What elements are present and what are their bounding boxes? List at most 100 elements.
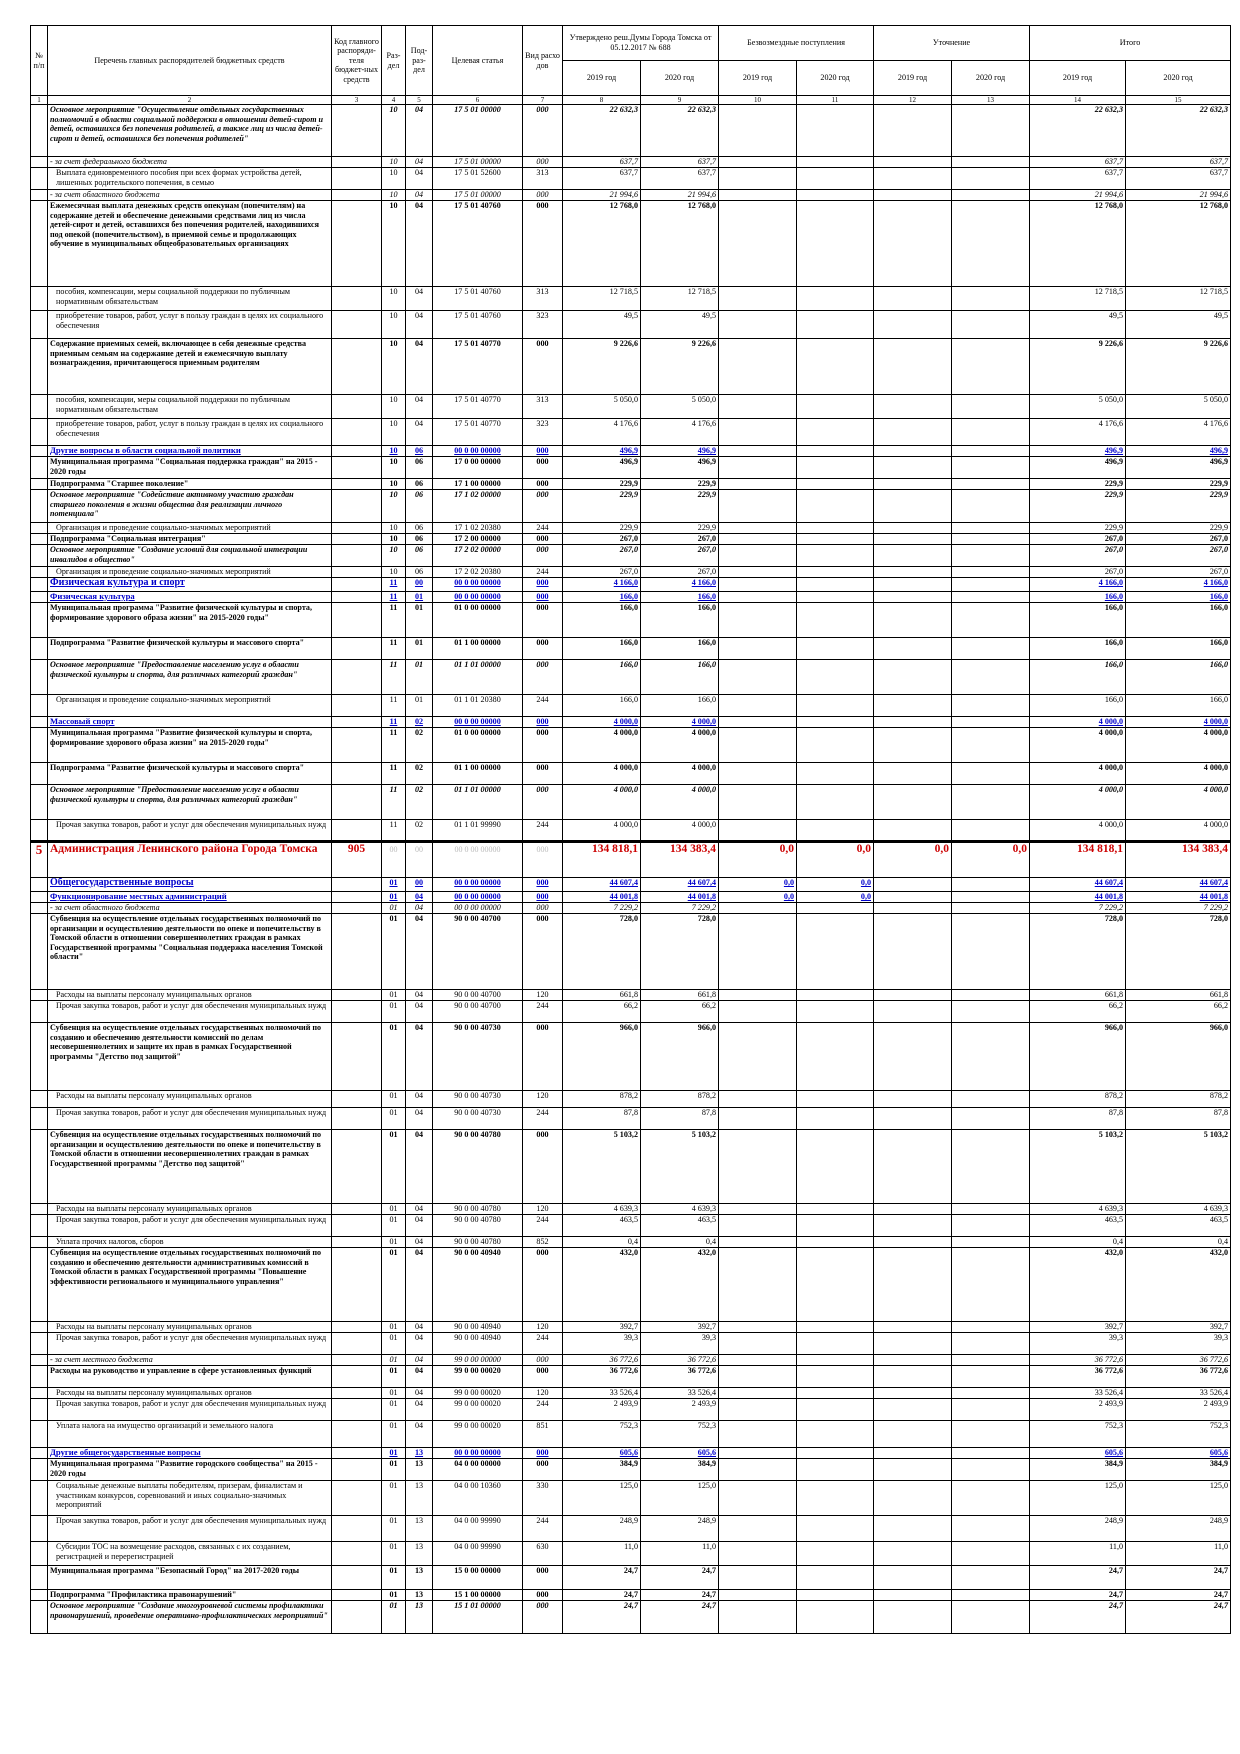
approved-2020: 24,7 [639, 1600, 720, 1634]
table-row: Содержание приемных семей, включающее в … [30, 338, 1232, 395]
table-row: Прочая закупка товаров, работ и услуг дл… [30, 1398, 1232, 1421]
approved-2019: 9 226,6 [562, 338, 641, 395]
row-target-article: 90 0 00 40780 [432, 1214, 523, 1237]
row-number [30, 1565, 48, 1590]
row-number [30, 1387, 48, 1399]
row-expense-type: 323 [522, 310, 563, 339]
row-admin-code [331, 602, 382, 638]
approved-2020: 7 229,2 [639, 902, 720, 914]
table-row: Основное мероприятие "Предоставление нас… [30, 659, 1232, 695]
approved-2019: 44 607,4 [562, 877, 641, 892]
row-admin-code [331, 1515, 382, 1542]
row-target-article: 90 0 00 40780 [432, 1203, 523, 1215]
approved-2020: 166,0 [639, 591, 720, 603]
row-razdel: 11 [381, 762, 406, 785]
clarification-2019 [873, 1541, 953, 1566]
clarification-2019 [873, 762, 953, 785]
clarification-2020 [951, 1515, 1031, 1542]
free-receipts-2020 [796, 1129, 875, 1204]
row-target-article: 00 0 00 00000 [432, 716, 523, 728]
total-2020: 463,5 [1125, 1214, 1232, 1237]
row-podrazdel: 13 [405, 1541, 433, 1566]
clarification-2019 [873, 1247, 953, 1322]
free-receipts-2019 [718, 1458, 798, 1481]
clarification-2019 [873, 394, 953, 419]
row-expense-type: 000 [522, 1447, 563, 1459]
row-name: - за счет областного бюджета [47, 189, 332, 201]
row-name: Другие общегосударственные вопросы [47, 1447, 332, 1459]
row-expense-type: 000 [522, 338, 563, 395]
row-number [30, 637, 48, 660]
column-number: 4 [381, 95, 406, 105]
total-2019: 49,5 [1029, 310, 1127, 339]
free-receipts-2020 [796, 784, 875, 820]
row-podrazdel: 04 [405, 1387, 433, 1399]
clarification-2019 [873, 1458, 953, 1481]
total-2019: 11,0 [1029, 1541, 1127, 1566]
total-2020: 11,0 [1125, 1541, 1232, 1566]
row-admin-code [331, 104, 382, 157]
free-receipts-2019 [718, 156, 798, 168]
header-num: № п/п [30, 25, 48, 96]
free-receipts-2019 [718, 1589, 798, 1601]
row-razdel: 01 [381, 1480, 406, 1516]
total-2020: 44 607,4 [1125, 877, 1232, 892]
total-2019: 4 166,0 [1029, 577, 1127, 592]
row-podrazdel: 00 [405, 877, 433, 892]
total-2020: 432,0 [1125, 1247, 1232, 1322]
row-podrazdel: 13 [405, 1515, 433, 1542]
row-podrazdel: 13 [405, 1600, 433, 1634]
row-target-article: 00 0 00 00000 [432, 577, 523, 592]
total-2020: 49,5 [1125, 310, 1232, 339]
row-razdel: 00 [381, 840, 406, 878]
row-podrazdel: 06 [405, 544, 433, 567]
free-receipts-2019 [718, 1354, 798, 1366]
total-2019: 229,9 [1029, 489, 1127, 523]
approved-2019: 166,0 [562, 694, 641, 717]
total-2019: 392,7 [1029, 1321, 1127, 1333]
clarification-2020 [951, 1022, 1031, 1091]
header-year: 2019 год [873, 60, 953, 96]
row-admin-code [331, 394, 382, 419]
row-podrazdel: 04 [405, 1398, 433, 1421]
clarification-2019 [873, 104, 953, 157]
clarification-2020 [951, 1365, 1031, 1388]
table-row: Расходы на выплаты персоналу муниципальн… [30, 989, 1232, 1001]
total-2020: 267,0 [1125, 533, 1232, 545]
table-row: Организация и проведение социально-значи… [30, 566, 1232, 578]
approved-2019: 4 639,3 [562, 1203, 641, 1215]
row-name: Расходы на руководство и управление в сф… [47, 1365, 332, 1388]
row-number [30, 156, 48, 168]
row-admin-code [331, 1541, 382, 1566]
header-year: 2020 год [796, 60, 875, 96]
free-receipts-2019 [718, 478, 798, 490]
free-receipts-2020 [796, 1107, 875, 1130]
table-row: приобретение товаров, работ, услуг в пол… [30, 310, 1232, 339]
total-2019: 166,0 [1029, 694, 1127, 717]
row-podrazdel: 01 [405, 637, 433, 660]
approved-2020: 432,0 [639, 1247, 720, 1322]
row-number [30, 418, 48, 446]
clarification-2019 [873, 1321, 953, 1333]
total-2019: 24,7 [1029, 1565, 1127, 1590]
free-receipts-2019 [718, 1541, 798, 1566]
clarification-2019 [873, 913, 953, 990]
row-name: Уплата прочих налогов, сборов [47, 1236, 332, 1248]
total-2019: 166,0 [1029, 602, 1127, 638]
approved-2020: 229,9 [639, 489, 720, 523]
approved-2020: 134 383,4 [639, 840, 720, 878]
row-target-article: 90 0 00 40940 [432, 1321, 523, 1333]
clarification-2020 [951, 189, 1031, 201]
row-target-article: 15 1 01 00000 [432, 1600, 523, 1634]
free-receipts-2020: 0,0 [796, 891, 875, 903]
clarification-2019 [873, 310, 953, 339]
clarification-2019 [873, 286, 953, 311]
free-receipts-2020 [796, 1354, 875, 1366]
table-row: Прочая закупка товаров, работ и услуг дл… [30, 1000, 1232, 1023]
row-expense-type: 000 [522, 1589, 563, 1601]
table-row: Уплата прочих налогов, сборов 01 04 90 0 00… [30, 1236, 1232, 1248]
table-row: Прочая закупка товаров, работ и услуг дл… [30, 1332, 1232, 1355]
free-receipts-2019 [718, 1600, 798, 1634]
free-receipts-2020 [796, 1458, 875, 1481]
total-2019: 9 226,6 [1029, 338, 1127, 395]
